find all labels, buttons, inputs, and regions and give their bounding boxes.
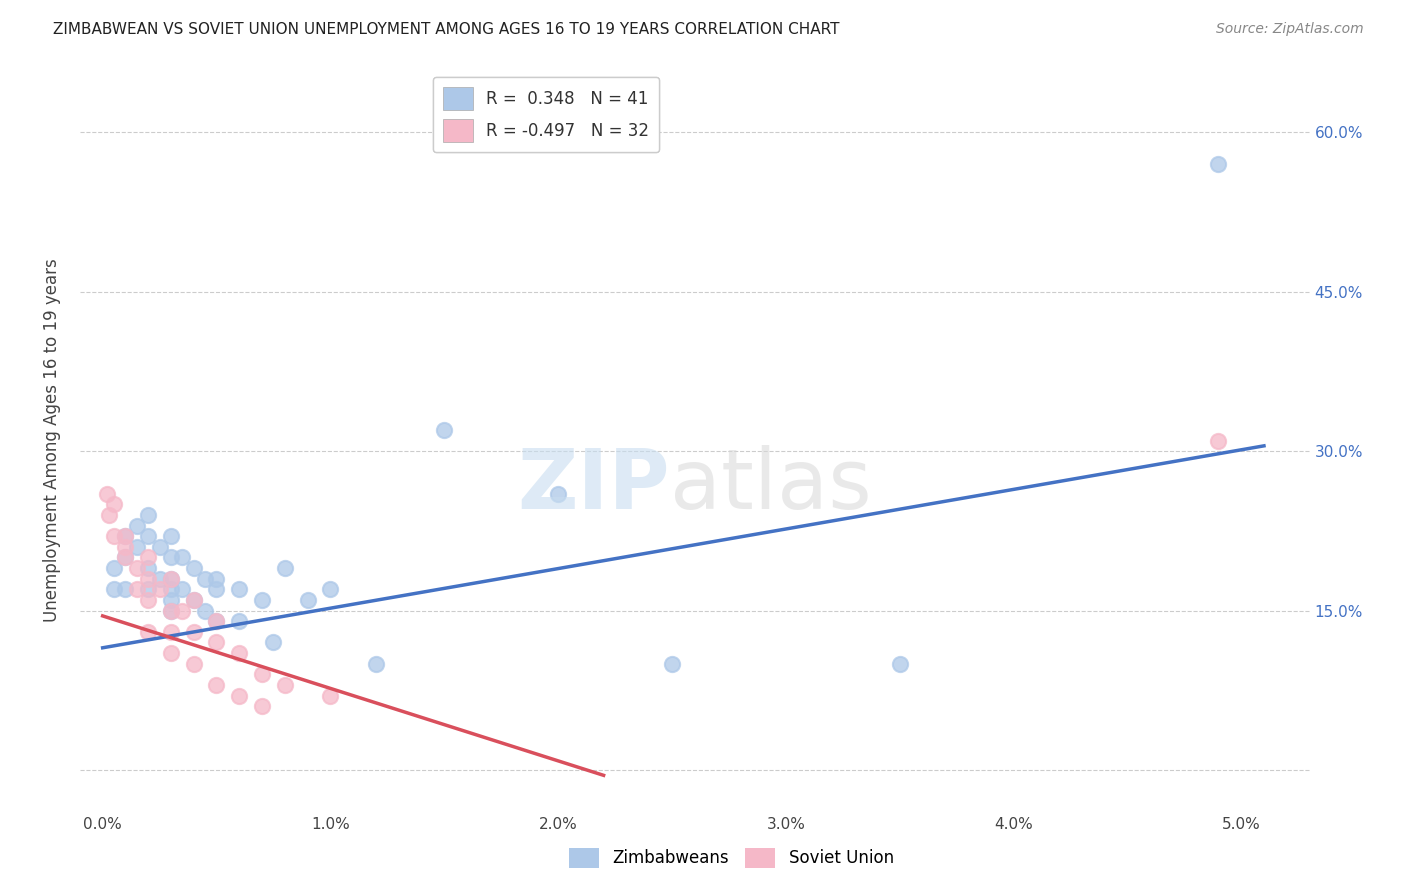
Legend: R =  0.348   N = 41, R = -0.497   N = 32: R = 0.348 N = 41, R = -0.497 N = 32 bbox=[433, 77, 659, 153]
Point bbox=[194, 572, 217, 586]
Point bbox=[148, 572, 170, 586]
Point bbox=[183, 657, 205, 671]
Point bbox=[114, 550, 136, 565]
Point bbox=[103, 497, 125, 511]
Point bbox=[319, 582, 342, 597]
Point bbox=[148, 540, 170, 554]
Point bbox=[183, 561, 205, 575]
Text: Source: ZipAtlas.com: Source: ZipAtlas.com bbox=[1216, 22, 1364, 37]
Point bbox=[205, 678, 228, 692]
Point bbox=[262, 635, 284, 649]
Point bbox=[1208, 157, 1230, 171]
Point bbox=[250, 699, 273, 714]
Point bbox=[103, 582, 125, 597]
Point bbox=[136, 572, 159, 586]
Point bbox=[125, 561, 148, 575]
Legend: Zimbabweans, Soviet Union: Zimbabweans, Soviet Union bbox=[562, 841, 900, 875]
Point bbox=[172, 582, 194, 597]
Point bbox=[172, 550, 194, 565]
Point bbox=[160, 646, 183, 660]
Point bbox=[125, 518, 148, 533]
Point bbox=[364, 657, 387, 671]
Text: ZIMBABWEAN VS SOVIET UNION UNEMPLOYMENT AMONG AGES 16 TO 19 YEARS CORRELATION CH: ZIMBABWEAN VS SOVIET UNION UNEMPLOYMENT … bbox=[53, 22, 839, 37]
Point bbox=[114, 582, 136, 597]
Point bbox=[228, 646, 250, 660]
Point bbox=[250, 667, 273, 681]
Point bbox=[103, 561, 125, 575]
Text: ZIP: ZIP bbox=[517, 445, 671, 525]
Point bbox=[228, 582, 250, 597]
Point bbox=[160, 550, 183, 565]
Point bbox=[250, 593, 273, 607]
Point bbox=[205, 614, 228, 628]
Point bbox=[136, 529, 159, 543]
Point bbox=[160, 593, 183, 607]
Point bbox=[160, 572, 183, 586]
Point bbox=[136, 582, 159, 597]
Point bbox=[205, 572, 228, 586]
Point bbox=[136, 550, 159, 565]
Point bbox=[183, 593, 205, 607]
Point bbox=[160, 604, 183, 618]
Point bbox=[103, 529, 125, 543]
Point bbox=[114, 529, 136, 543]
Point bbox=[547, 486, 569, 500]
Text: atlas: atlas bbox=[671, 445, 872, 525]
Point bbox=[136, 561, 159, 575]
Point bbox=[205, 614, 228, 628]
Point bbox=[228, 689, 250, 703]
Point bbox=[160, 572, 183, 586]
Point bbox=[160, 529, 183, 543]
Point bbox=[889, 657, 911, 671]
Point bbox=[194, 604, 217, 618]
Point bbox=[172, 604, 194, 618]
Point bbox=[125, 540, 148, 554]
Point bbox=[160, 604, 183, 618]
Point bbox=[96, 486, 118, 500]
Y-axis label: Unemployment Among Ages 16 to 19 years: Unemployment Among Ages 16 to 19 years bbox=[44, 259, 60, 623]
Point bbox=[319, 689, 342, 703]
Point bbox=[114, 540, 136, 554]
Point bbox=[183, 593, 205, 607]
Point bbox=[274, 561, 297, 575]
Point bbox=[136, 624, 159, 639]
Point bbox=[136, 593, 159, 607]
Point bbox=[228, 614, 250, 628]
Point bbox=[297, 593, 319, 607]
Point bbox=[136, 508, 159, 522]
Point bbox=[433, 423, 456, 437]
Point bbox=[125, 582, 148, 597]
Point bbox=[661, 657, 683, 671]
Point bbox=[160, 582, 183, 597]
Point bbox=[148, 582, 170, 597]
Point bbox=[98, 508, 121, 522]
Point bbox=[160, 624, 183, 639]
Point bbox=[274, 678, 297, 692]
Point bbox=[183, 624, 205, 639]
Point bbox=[114, 529, 136, 543]
Point bbox=[205, 582, 228, 597]
Point bbox=[1208, 434, 1230, 448]
Point bbox=[114, 550, 136, 565]
Point bbox=[205, 635, 228, 649]
